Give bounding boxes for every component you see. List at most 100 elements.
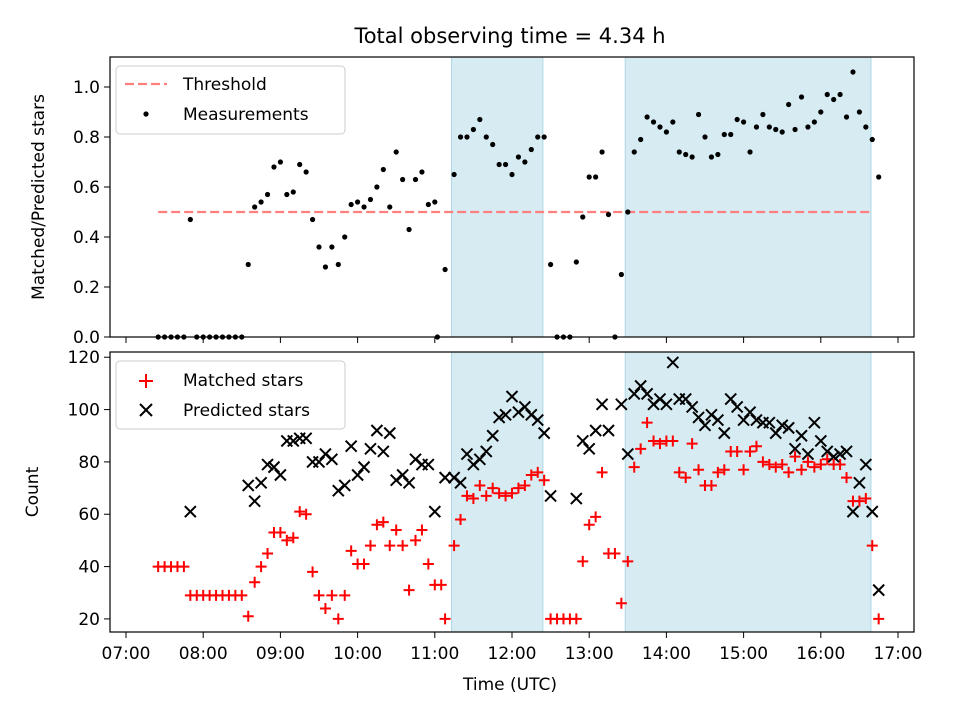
matched-stars-point [654, 438, 666, 450]
measurements-point [322, 264, 329, 270]
matched-stars-point [770, 461, 782, 473]
predicted-stars-point [364, 442, 377, 456]
predicted-stars-point [634, 379, 647, 393]
matched-stars-point [358, 558, 370, 570]
matched-stars-point [300, 508, 312, 520]
measurements-point [638, 136, 644, 143]
matched-stars-point [410, 534, 421, 546]
predicted-stars-point [325, 453, 339, 466]
matched-stars-point [242, 610, 254, 622]
matched-stars-point [783, 466, 795, 478]
predicted-stars-point [788, 442, 802, 456]
predicted-stars-point [582, 442, 596, 456]
matched-stars-point [281, 534, 293, 546]
measurements-point [728, 131, 734, 138]
measurements-point [586, 174, 592, 180]
y-tick-label: 80 [78, 453, 100, 473]
predicted-stars-point [396, 468, 409, 482]
y-tick-label: 120 [68, 348, 100, 368]
measurements-point [316, 244, 322, 250]
predicted-stars-point [499, 408, 512, 422]
matched-stars-point [853, 495, 865, 507]
measurements-point [297, 161, 303, 168]
matched-stars-point [506, 487, 518, 499]
predicted-stars-point [248, 494, 261, 508]
measurements-point [245, 261, 251, 268]
predicted-stars-point [480, 445, 493, 458]
predicted-stars-point [518, 400, 532, 414]
predicted-stars-legend-label: Predicted stars [183, 401, 310, 421]
measurements-point [683, 151, 689, 158]
y-tick-label: 0.8 [73, 128, 100, 148]
matched-stars-point [422, 558, 434, 570]
measurements-point [348, 201, 354, 208]
predicted-stars-point [679, 392, 692, 406]
predicted-stars-point [357, 460, 371, 474]
measurements-point [573, 259, 579, 265]
measurements-point [663, 129, 670, 135]
predicted-stars-point [840, 445, 853, 458]
predicted-stars-point [460, 447, 474, 461]
predicted-stars-point [383, 426, 396, 440]
predicted-stars-point [827, 450, 840, 463]
chart-title: Total observing time = 4.34 h [353, 24, 665, 48]
matched-stars-point [583, 519, 595, 531]
matched-stars-point [648, 435, 660, 447]
predicted-stars-point [492, 411, 506, 424]
matched-stars-point [525, 469, 537, 481]
predicted-stars-point [312, 455, 326, 469]
star-counts-layer [152, 356, 885, 625]
matched-stars-point [705, 479, 717, 491]
measurements-point [284, 191, 290, 198]
predicted-stars-point [402, 476, 416, 490]
measurements-point [721, 131, 727, 138]
measurements-point [605, 211, 612, 218]
matched-stars-point [789, 451, 801, 463]
predicted-stars-point [808, 416, 821, 429]
matched-stars-point [384, 540, 396, 552]
predicted-stars-point [621, 447, 635, 461]
measurements-point [850, 69, 856, 75]
predicted-stars-point [274, 468, 287, 482]
predicted-stars-point [750, 413, 763, 427]
predicted-stars-point [602, 424, 615, 437]
matched-stars-point [738, 464, 750, 476]
predicted-stars-point [377, 445, 390, 458]
measurements-point [650, 119, 657, 125]
measurements-point [548, 261, 554, 268]
shaded-interval-2 [624, 351, 872, 633]
measurements-point [502, 161, 509, 168]
predicted-stars-point [299, 432, 313, 445]
bottom-y-ticks: 20 40 60 80 100 120 [68, 348, 110, 630]
measurements-point [406, 226, 412, 233]
matched-stars-point [455, 513, 467, 525]
matched-stars-point [307, 566, 319, 578]
bottom-panel: 07:00 08:00 09:00 10:00 11:00 12:00 13:00 14:00… [23, 348, 923, 695]
measurements-point [876, 174, 882, 180]
measurements-point [451, 171, 457, 178]
x-tick-label: 07:00 [102, 644, 151, 664]
measurements-point [535, 134, 541, 140]
measurements-point [702, 134, 708, 140]
measurements-point [631, 149, 637, 155]
measurements-point [442, 266, 448, 273]
measurements-point [618, 271, 624, 278]
matched-stars-point [255, 561, 267, 573]
y-tick-label: 40 [78, 558, 100, 578]
matched-stars-point [538, 474, 550, 486]
measurements-point [741, 119, 747, 125]
matched-stars-point [371, 519, 383, 531]
measurements-point [644, 114, 650, 120]
measurements-point [425, 201, 431, 208]
predicted-stars-point [570, 492, 583, 505]
measurements-point [187, 216, 193, 223]
measurements-point [470, 126, 476, 133]
x-tick-label: 08:00 [179, 644, 228, 664]
measurements-point [805, 124, 811, 130]
measurements-point [824, 91, 830, 98]
measurements-point [374, 184, 380, 190]
matched-stars-point [628, 461, 640, 473]
x-tick-label: 15:00 [719, 644, 768, 664]
predicted-stars-point [486, 429, 499, 442]
measurements-point [818, 109, 824, 115]
